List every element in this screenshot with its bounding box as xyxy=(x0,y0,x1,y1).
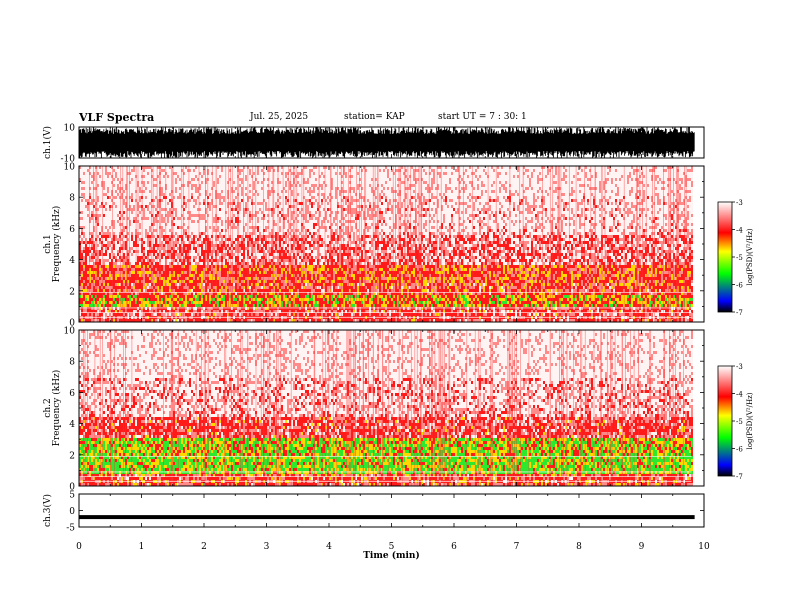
y-tick-label: 0 xyxy=(69,507,75,517)
y-tick-label: 0 xyxy=(69,319,75,329)
y-tick-label: 8 xyxy=(69,194,75,204)
y-axis-label: ch.3(V) xyxy=(42,494,53,527)
y-tick-label: 4 xyxy=(69,256,75,266)
x-tick-label: 4 xyxy=(326,542,332,552)
y-axis-label: ch.1(V) xyxy=(42,126,53,159)
y-tick-label: 5 xyxy=(69,491,75,501)
panel-2-frame: 0 2 4 6 8 10 ch.1 Frequency (kHz) xyxy=(43,163,705,329)
colorbar-gradient xyxy=(717,365,733,477)
x-tick-label: 1 xyxy=(139,542,145,552)
ch2-spectrogram-cells-red xyxy=(79,378,693,486)
panel-4-frame: 5 0 -5 ch.3(V) xyxy=(42,491,705,534)
colorbar-tick-label: -4 xyxy=(736,391,743,399)
y-tick-label: -5 xyxy=(66,524,75,534)
colorbar-gradient xyxy=(717,201,733,313)
figure-title: VLF Spectra xyxy=(79,111,155,124)
colorbar-tick-label: -7 xyxy=(736,473,743,481)
ch1-trace xyxy=(78,127,695,158)
x-tick-label: 10 xyxy=(698,542,710,552)
date-label: Jul. 25, 2025 xyxy=(250,112,309,122)
ch3-trace xyxy=(79,515,695,520)
y-tick-label: 4 xyxy=(69,420,75,430)
colorbar-tick-label: -6 xyxy=(736,446,743,454)
y-tick-label: 6 xyxy=(69,225,75,235)
x-tick-label: 0 xyxy=(76,542,82,552)
x-tick-label: 3 xyxy=(264,542,270,552)
y-tick-label: 10 xyxy=(64,124,76,134)
y-axis-label: ch.1 xyxy=(43,234,53,253)
colorbar-tick-label: -6 xyxy=(736,282,743,290)
ch1-spectrogram-streaks xyxy=(89,166,687,322)
y-tick-label: 2 xyxy=(69,451,75,461)
colorbar-tick-label: -7 xyxy=(736,309,743,317)
x-tick-label: 7 xyxy=(514,542,520,552)
colorbar-label: log(PSD)(V²/Hz) xyxy=(746,228,754,285)
panel-3-frame: 0 2 4 6 8 10 ch.2 Frequency (kHz) xyxy=(43,327,705,493)
colorbar-1: -3 -4 -5 -6 -7 log(PSD)(V²/Hz) xyxy=(717,199,754,317)
ch1-spectrogram-cells-red xyxy=(79,196,693,322)
y-axis-label: Frequency (kHz) xyxy=(51,206,62,283)
y-tick-label: 10 xyxy=(64,327,76,337)
x-axis-label: Time (min) xyxy=(363,550,420,561)
start-time-label: start UT = 7 : 30: 1 xyxy=(438,112,527,122)
y-tick-label: 6 xyxy=(69,389,75,399)
colorbar-tick-label: -3 xyxy=(736,199,743,207)
colorbar-tick-label: -4 xyxy=(736,227,743,235)
panel-1-frame: 10 -10 ch.1(V) xyxy=(42,124,705,165)
x-tick-label: 2 xyxy=(201,542,207,552)
ch1-spectrogram-cells-green xyxy=(79,295,693,307)
y-tick-label: 8 xyxy=(69,358,75,368)
y-axis-label: Frequency (kHz) xyxy=(51,370,62,447)
y-tick-label: 0 xyxy=(69,483,75,493)
colorbar-tick-label: -3 xyxy=(736,363,743,371)
ch2-spectrogram-streaks xyxy=(83,330,684,486)
station-label: station= KAP xyxy=(344,112,405,122)
ch2-spectrogram xyxy=(79,330,693,486)
ch1-spectrogram xyxy=(79,166,693,322)
y-tick-label: -10 xyxy=(61,155,76,165)
y-axis-label: ch.2 xyxy=(43,398,53,417)
colorbar-2: -3 -4 -5 -6 -7 log(PSD)(V²/Hz) xyxy=(717,363,754,481)
x-tick-label: 8 xyxy=(576,542,582,552)
colorbar-tick-label: -5 xyxy=(736,254,743,262)
ch1-spectrogram-cells-yellow xyxy=(81,265,693,322)
x-tick-label: 9 xyxy=(639,542,645,552)
frame-border xyxy=(78,493,705,528)
colorbar-tick-label: -5 xyxy=(736,418,743,426)
ch2-spectrogram-cells-yellow xyxy=(79,417,693,486)
ch1-waveform xyxy=(78,127,695,158)
x-tick-label: 5 xyxy=(389,542,395,552)
colorbar-label: log(PSD)(V²/Hz) xyxy=(746,392,754,449)
y-tick-label: 2 xyxy=(69,287,75,297)
x-tick-label: 6 xyxy=(451,542,457,552)
ch2-spectrogram-cells-pink xyxy=(79,330,693,486)
y-tick-label: 10 xyxy=(64,163,76,173)
